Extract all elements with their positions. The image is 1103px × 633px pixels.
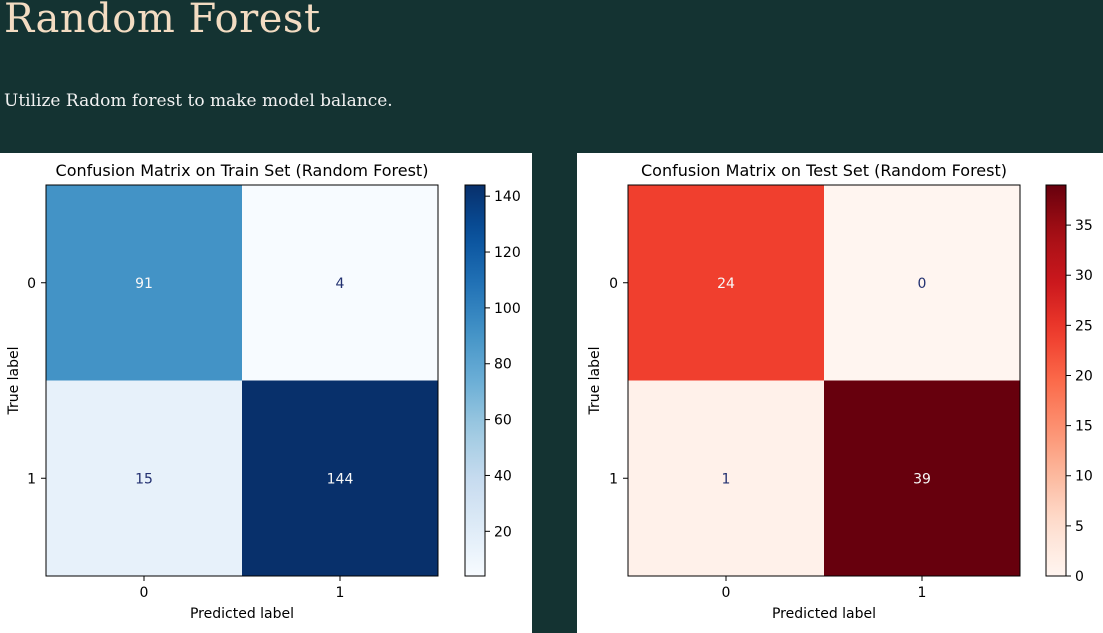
page-subtitle: Utilize Radom forest to make model balan… (4, 91, 393, 111)
train-cbar-tick-2: 60 (494, 413, 512, 429)
test-title: Confusion Matrix on Test Set (Random For… (641, 161, 1007, 180)
test-xlabel: Predicted label (772, 606, 876, 622)
train-cbar-tick-1: 40 (494, 468, 512, 484)
test-xtick-0: 0 (722, 585, 731, 601)
test-cell-r1-c0 (628, 380, 825, 577)
train-ytick-0: 0 (27, 276, 36, 292)
train-cbar-tick-0: 20 (494, 524, 512, 540)
test-value-r1-c1: 39 (913, 471, 931, 487)
test-ylabel: True label (587, 346, 603, 415)
train-cell-r0-c0 (46, 185, 243, 381)
train-xtick-1: 1 (336, 585, 345, 601)
test-cbar-tick-1: 5 (1075, 519, 1084, 535)
train-cbar-tick-3: 80 (494, 357, 512, 373)
train-value-r1-c1: 144 (327, 471, 354, 487)
train-cbar-tick-5: 120 (494, 245, 521, 261)
train-plot-frame (45, 184, 439, 577)
train-title: Confusion Matrix on Train Set (Random Fo… (56, 161, 429, 180)
test-cell-r0-c1 (824, 185, 1021, 381)
train-value-r0-c1: 4 (336, 276, 345, 292)
test-cell-r1-c1 (824, 380, 1021, 577)
test-confusion-matrix-panel: Confusion Matrix on Test Set (Random For… (577, 153, 1103, 633)
train-xtick-0: 0 (140, 585, 149, 601)
train-cbar-tick-4: 100 (494, 301, 521, 317)
test-plot-frame (627, 184, 1021, 577)
train-colorbar (464, 184, 486, 577)
train-cell-r1-c1 (242, 380, 439, 577)
test-cbar-tick-4: 20 (1075, 368, 1093, 384)
train-confusion-matrix-chart: Confusion Matrix on Train Set (Random Fo… (6, 161, 521, 622)
test-ytick-0: 0 (609, 276, 618, 292)
test-cbar-tick-0: 0 (1075, 569, 1084, 585)
train-xlabel: Predicted label (190, 606, 294, 622)
test-cell-r0-c0 (628, 185, 825, 381)
test-cbar-tick-7: 35 (1075, 218, 1093, 234)
train-confusion-matrix-panel: Confusion Matrix on Train Set (Random Fo… (0, 153, 532, 633)
test-confusion-matrix-chart: Confusion Matrix on Test Set (Random For… (587, 161, 1093, 622)
train-value-r1-c0: 15 (135, 471, 153, 487)
train-value-r0-c0: 91 (135, 276, 153, 292)
train-cell-r1-c0 (46, 380, 243, 577)
test-ytick-1: 1 (609, 471, 618, 487)
test-xtick-1: 1 (918, 585, 927, 601)
train-cell-r0-c1 (242, 185, 439, 381)
train-ytick-1: 1 (27, 471, 36, 487)
test-cbar-tick-3: 15 (1075, 419, 1093, 435)
test-value-r0-c1: 0 (918, 276, 927, 292)
test-value-r1-c0: 1 (722, 471, 731, 487)
test-colorbar (1045, 184, 1067, 577)
test-cbar-tick-6: 30 (1075, 268, 1093, 284)
test-value-r0-c0: 24 (717, 276, 735, 292)
page-title: Random Forest (4, 0, 321, 42)
test-cbar-tick-5: 25 (1075, 318, 1093, 334)
train-cbar-tick-6: 140 (494, 189, 521, 205)
train-ylabel: True label (6, 346, 22, 415)
test-cbar-tick-2: 10 (1075, 469, 1093, 485)
